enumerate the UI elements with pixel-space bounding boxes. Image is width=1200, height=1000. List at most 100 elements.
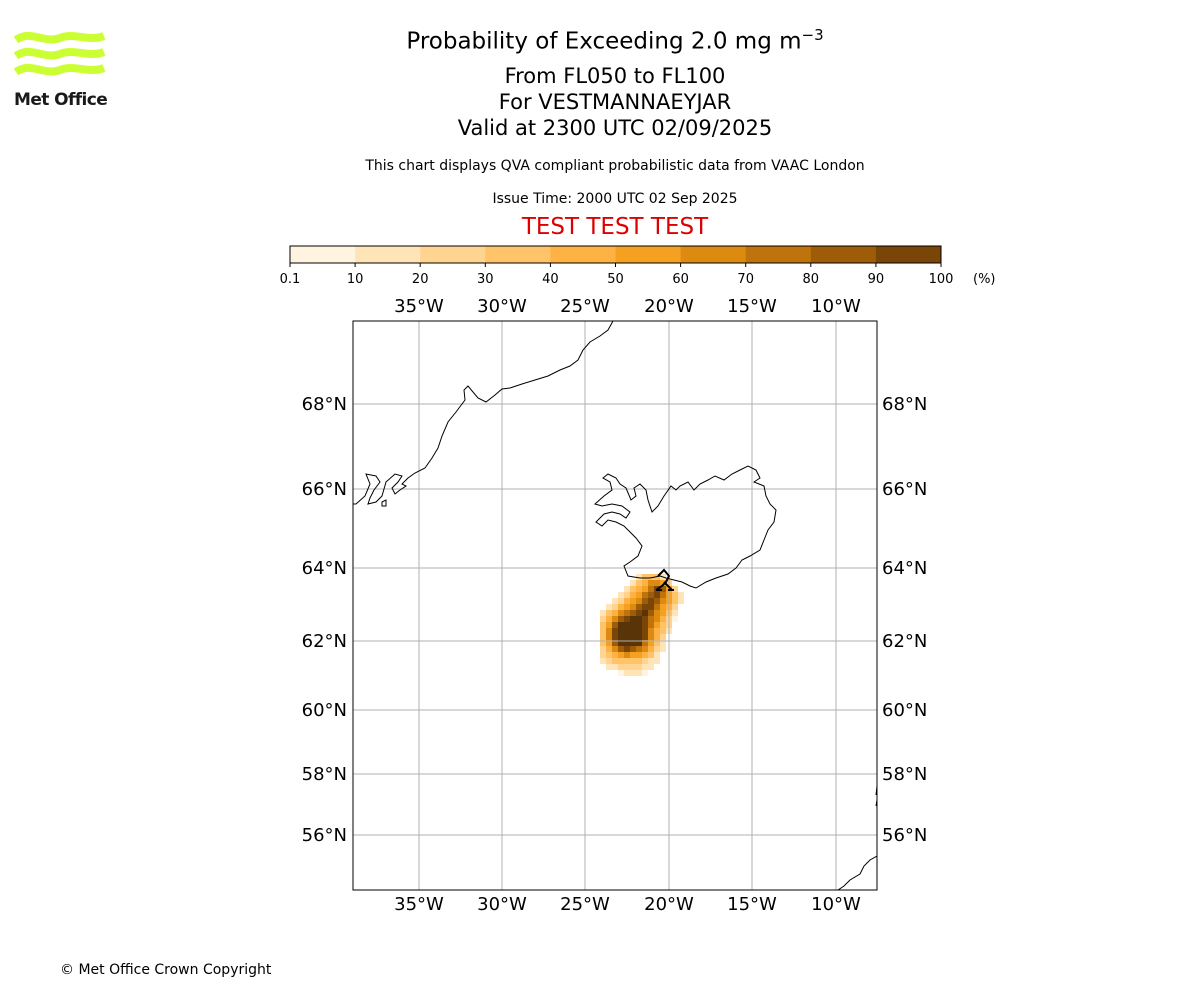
plume-cell bbox=[600, 628, 606, 634]
plume-cell bbox=[600, 640, 606, 646]
lon-label-top: 10°W bbox=[811, 296, 861, 317]
plume-cell bbox=[642, 646, 648, 652]
plume-cell bbox=[624, 592, 630, 598]
plume-cell bbox=[642, 658, 648, 664]
vestmannaeyjar-marker bbox=[655, 568, 674, 591]
plume-cell bbox=[648, 622, 654, 628]
chart-title: Probability of Exceeding 2.0 mg m−3 bbox=[300, 26, 930, 55]
plume-cell bbox=[630, 592, 636, 598]
plume-cell bbox=[636, 664, 642, 670]
lat-label-right: 60°N bbox=[882, 700, 927, 721]
plume-cell bbox=[612, 634, 618, 640]
plume-cell bbox=[600, 652, 606, 658]
colorbar-swatch bbox=[550, 246, 616, 263]
colorbar-swatch bbox=[810, 246, 877, 263]
plume-cell bbox=[654, 646, 660, 652]
plume-cell bbox=[636, 592, 642, 598]
plume-cell bbox=[624, 598, 630, 604]
plume-cell bbox=[606, 634, 612, 640]
plume-cell bbox=[630, 610, 636, 616]
colorbar-swatch bbox=[875, 246, 942, 263]
graticule bbox=[353, 321, 877, 890]
colorbar-swatch bbox=[485, 246, 551, 263]
colorbar-tick-label: 10 bbox=[347, 272, 364, 287]
plume-cell bbox=[654, 622, 660, 628]
plume-cell bbox=[624, 610, 630, 616]
lon-label-top: 35°W bbox=[394, 296, 444, 317]
valid-time: Valid at 2300 UTC 02/09/2025 bbox=[457, 116, 773, 140]
plume-cell bbox=[636, 652, 642, 658]
plume-cell bbox=[624, 586, 630, 592]
plume-cell bbox=[624, 658, 630, 664]
plume-cell bbox=[648, 664, 654, 670]
lat-label-left: 66°N bbox=[302, 479, 347, 500]
plume-cell bbox=[612, 652, 618, 658]
plume-cell bbox=[648, 652, 654, 658]
plume-cell bbox=[654, 592, 660, 598]
colorbar-swatch bbox=[420, 246, 486, 263]
plume-cell bbox=[636, 574, 642, 580]
volcano-name: For VESTMANNAEYJAR bbox=[498, 90, 732, 114]
plume-cell bbox=[600, 634, 606, 640]
plume-cell bbox=[612, 622, 618, 628]
plume-cell bbox=[618, 616, 624, 622]
plume-cell bbox=[648, 640, 654, 646]
greenland-islet bbox=[381, 499, 387, 507]
plume-cell bbox=[672, 604, 678, 610]
plume-cell bbox=[648, 574, 654, 580]
plume-cell bbox=[624, 670, 630, 676]
plume-cell bbox=[678, 598, 684, 604]
plume-cell bbox=[672, 586, 678, 592]
lat-label-left: 56°N bbox=[302, 825, 347, 846]
plume-cell bbox=[636, 634, 642, 640]
plume-cell bbox=[660, 646, 666, 652]
plume-cell bbox=[636, 622, 642, 628]
plume-cell bbox=[606, 610, 612, 616]
plume-cell bbox=[612, 658, 618, 664]
plume-cell bbox=[636, 598, 642, 604]
plume-cell bbox=[606, 628, 612, 634]
lon-label-bottom: 15°W bbox=[727, 894, 777, 915]
plume-cell bbox=[624, 664, 630, 670]
colorbar-tick-label: 70 bbox=[737, 272, 754, 287]
plume-cell bbox=[654, 580, 660, 586]
plume-cell bbox=[660, 610, 666, 616]
plume-cell bbox=[660, 622, 666, 628]
scotland-coast bbox=[837, 855, 877, 890]
plume-cell bbox=[654, 616, 660, 622]
plume-cell bbox=[660, 640, 666, 646]
plume-cell bbox=[642, 640, 648, 646]
plume-cell bbox=[600, 658, 606, 664]
plume-cell bbox=[648, 604, 654, 610]
plume-cell bbox=[654, 634, 660, 640]
lon-label-bottom: 20°W bbox=[644, 894, 694, 915]
plume-cell bbox=[630, 628, 636, 634]
plume-cell bbox=[654, 628, 660, 634]
plume-cell bbox=[648, 646, 654, 652]
plume-cell bbox=[648, 580, 654, 586]
plume-cell bbox=[624, 640, 630, 646]
plume-cell bbox=[606, 652, 612, 658]
plume-cell bbox=[618, 640, 624, 646]
plume-cell bbox=[618, 628, 624, 634]
plume-cell bbox=[612, 640, 618, 646]
flight-level-range: From FL050 to FL100 bbox=[504, 64, 726, 88]
colorbar-tick-label: 20 bbox=[412, 272, 429, 287]
plume-cell bbox=[654, 640, 660, 646]
ash-probability-plume bbox=[600, 574, 684, 676]
title-text: Probability of Exceeding 2.0 mg m bbox=[406, 28, 802, 55]
plume-cell bbox=[636, 658, 642, 664]
plume-cell bbox=[654, 652, 660, 658]
plume-cell bbox=[642, 622, 648, 628]
plume-cell bbox=[600, 610, 606, 616]
lat-label-left: 64°N bbox=[302, 558, 347, 579]
colorbar-swatch bbox=[355, 246, 421, 263]
plume-cell bbox=[618, 604, 624, 610]
plume-cell bbox=[624, 634, 630, 640]
plume-cell bbox=[660, 580, 666, 586]
colorbar-unit: (%) bbox=[973, 272, 996, 287]
plume-cell bbox=[660, 592, 666, 598]
plume-cell bbox=[606, 640, 612, 646]
issue-time: Issue Time: 2000 UTC 02 Sep 2025 bbox=[492, 191, 738, 207]
plume-cell bbox=[630, 616, 636, 622]
